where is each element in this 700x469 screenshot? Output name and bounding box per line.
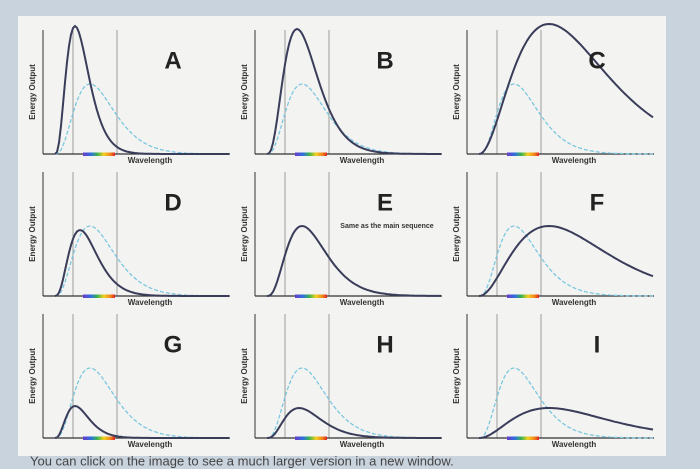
panel-letter: E: [377, 189, 393, 216]
star-curve: [54, 229, 229, 297]
panel-letter: F: [590, 189, 605, 216]
panel: Energy Output Wavelength H: [240, 314, 442, 449]
spectrum: [507, 294, 539, 298]
spectrum: [83, 152, 115, 156]
spectrum: [295, 294, 327, 298]
spectrum: [295, 436, 327, 440]
panel-letter: H: [376, 331, 393, 358]
x-label: Wavelength: [552, 298, 597, 307]
reference-curve: [54, 83, 229, 155]
panel: Energy Output Wavelength A: [28, 24, 230, 165]
y-label: Energy Output: [28, 206, 37, 262]
panel: Energy Output Wavelength B: [240, 27, 442, 165]
panel-letter: D: [164, 189, 181, 216]
star-curve: [478, 224, 654, 297]
reference-curve: [478, 225, 653, 297]
x-label: Wavelength: [340, 156, 385, 165]
spectrum: [507, 436, 539, 440]
panel-letter: G: [164, 331, 183, 358]
panel: Energy Output Wavelength D: [28, 172, 230, 307]
note: Same as the main sequence: [340, 223, 433, 230]
star-curve: [266, 27, 441, 155]
image-area[interactable]: [18, 16, 666, 456]
spectrum: [83, 294, 115, 298]
panel-letter: A: [164, 47, 181, 74]
reference-curve: [266, 83, 441, 155]
x-label: Wavelength: [552, 156, 597, 165]
y-label: Energy Output: [240, 64, 249, 120]
y-label: Energy Output: [28, 64, 37, 120]
x-label: Wavelength: [128, 156, 173, 165]
x-label: Wavelength: [128, 440, 173, 449]
star-curve: [478, 22, 654, 155]
star-curve: [54, 404, 229, 439]
star-curve: [266, 225, 441, 297]
y-label: Energy Output: [240, 206, 249, 262]
reference-curve: [54, 225, 229, 297]
panel: Energy Output Wavelength G: [28, 314, 230, 449]
star-curve: [54, 24, 229, 155]
panel: Energy Output Wavelength C: [452, 22, 654, 165]
x-label: Wavelength: [128, 298, 173, 307]
footer-text: You can click on the image to see a much…: [30, 453, 454, 468]
y-label: Energy Output: [240, 348, 249, 404]
panel: Energy Output Wavelength E Same as the main…: [240, 172, 442, 307]
y-label: Energy Output: [28, 348, 37, 404]
reference-curve: [266, 367, 441, 439]
star-curve: [266, 406, 441, 439]
reference-curve: [54, 367, 229, 439]
panel-letter: I: [594, 331, 601, 358]
y-label: Energy Output: [452, 206, 461, 262]
reference-curve: [478, 367, 653, 439]
star-curve: [478, 407, 654, 439]
panel-letter: C: [588, 47, 605, 74]
x-label: Wavelength: [340, 440, 385, 449]
y-label: Energy Output: [452, 348, 461, 404]
panel: Energy Output Wavelength F: [452, 172, 654, 307]
x-label: Wavelength: [340, 298, 385, 307]
spectrum: [507, 152, 539, 156]
spectrum: [83, 436, 115, 440]
x-label: Wavelength: [552, 440, 597, 449]
spectrum: [295, 152, 327, 156]
panel: Energy Output Wavelength I: [452, 314, 654, 449]
y-label: Energy Output: [452, 64, 461, 120]
panel-letter: B: [376, 47, 393, 74]
